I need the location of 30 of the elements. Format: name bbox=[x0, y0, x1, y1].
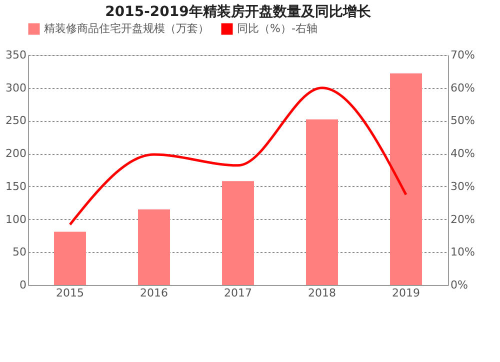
y2-tick-label: 30% bbox=[450, 180, 475, 193]
x-tick-label: 2015 bbox=[56, 286, 84, 300]
y2-tick-label: 50% bbox=[450, 114, 475, 128]
bar bbox=[54, 232, 86, 285]
x-tick-label: 2016 bbox=[140, 286, 168, 300]
y2-tick-label: 10% bbox=[450, 246, 475, 259]
x-tick-label: 2019 bbox=[392, 286, 420, 300]
bar bbox=[138, 209, 170, 285]
line-series bbox=[68, 86, 408, 226]
y2-tick-label: 70% bbox=[450, 48, 475, 62]
bar bbox=[306, 119, 338, 285]
y-tick-label: 250 bbox=[6, 114, 26, 128]
legend-label: 同比（%）-右轴 bbox=[237, 22, 318, 35]
y2-tick-label: 60% bbox=[450, 81, 475, 94]
y-tick-label: 300 bbox=[6, 81, 26, 94]
y-tick-label: 100 bbox=[6, 212, 26, 226]
y2-tick-label: 0% bbox=[450, 278, 468, 292]
y-tick-label: 50 bbox=[12, 246, 26, 259]
y-tick-label: 0 bbox=[20, 278, 26, 292]
y2-tick-label: 20% bbox=[450, 212, 475, 226]
y-tick-label: 200 bbox=[6, 147, 26, 160]
legend-label: 精装修商品住宅开盘规模（万套） bbox=[44, 22, 209, 35]
y-tick-label: 350 bbox=[6, 48, 26, 62]
y-tick-label: 150 bbox=[6, 180, 26, 193]
bar bbox=[222, 181, 254, 285]
bar bbox=[390, 73, 422, 285]
x-tick-label: 2018 bbox=[308, 286, 336, 300]
y2-tick-label: 40% bbox=[450, 147, 475, 160]
x-tick-label: 2017 bbox=[224, 286, 252, 300]
chart-title: 2015-2019年精装房开盘数量及同比增长 bbox=[105, 3, 372, 20]
